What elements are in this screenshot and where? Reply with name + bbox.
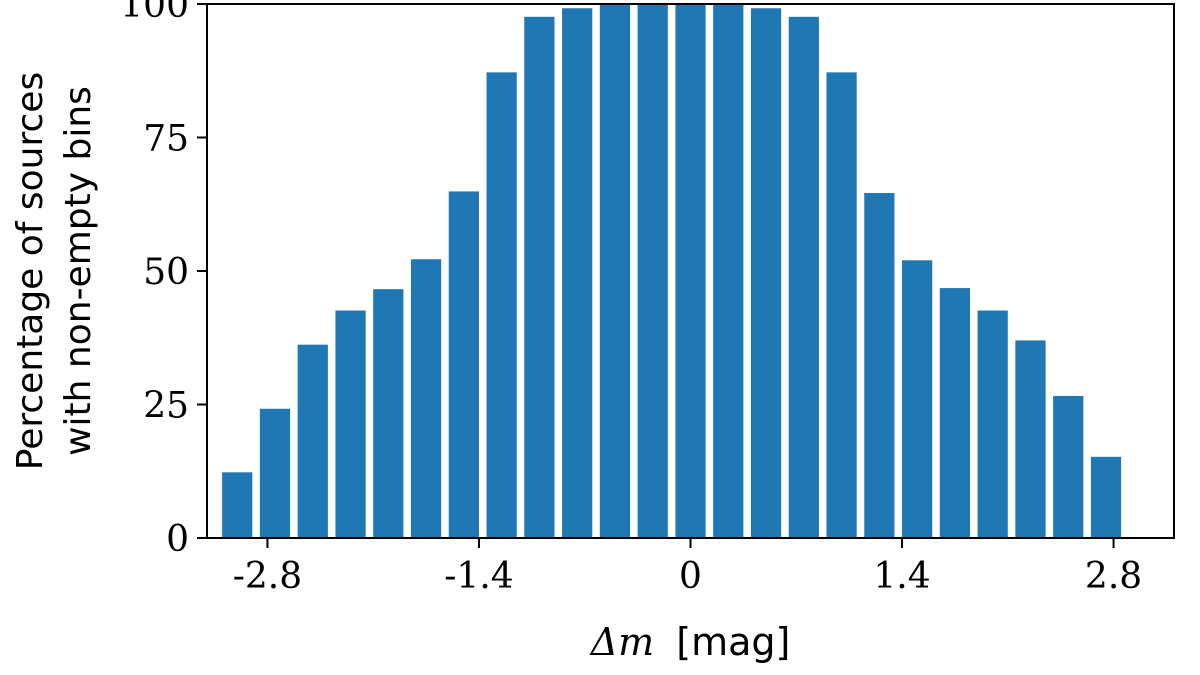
y-tick-label: 75 <box>143 119 189 160</box>
bar <box>259 408 291 538</box>
bar <box>902 260 933 538</box>
bar <box>599 4 631 539</box>
bar <box>1015 340 1046 538</box>
bar <box>222 472 253 538</box>
x-tick-label: 0 <box>679 556 702 597</box>
y-axis-title-line-1: Percentage of sources <box>10 72 51 470</box>
bar <box>297 344 328 538</box>
bar <box>750 8 782 539</box>
bar <box>410 259 442 538</box>
y-axis-ticks: 0 25 50 75 100 <box>120 0 207 560</box>
x-axis-title: Δm [mag] <box>589 620 791 664</box>
y-tick-label: 50 <box>143 252 189 293</box>
bar <box>637 4 668 538</box>
bar <box>335 310 366 538</box>
bar <box>939 288 971 538</box>
y-axis-title: Percentage of sources with non-empty bin… <box>10 72 99 470</box>
y-tick-label: 0 <box>166 519 189 560</box>
bar <box>486 72 517 539</box>
bars-group <box>222 4 1122 539</box>
bar <box>373 289 404 538</box>
x-axis-title-unit: [mag] <box>676 620 790 664</box>
x-tick-label: -2.8 <box>233 556 302 597</box>
x-tick-label: 2.8 <box>1085 556 1142 597</box>
bar <box>675 4 706 538</box>
bar <box>448 191 479 538</box>
bar <box>1090 456 1122 538</box>
y-tick-label: 25 <box>143 386 189 427</box>
bar <box>788 16 819 539</box>
bar <box>524 16 555 539</box>
bar <box>1053 395 1084 538</box>
bar <box>826 72 857 539</box>
x-tick-label: -1.4 <box>444 556 513 597</box>
bar <box>713 4 744 538</box>
bar <box>562 8 593 539</box>
x-axis-ticks: -2.8 -1.4 0 1.4 2.8 <box>233 538 1142 597</box>
bar <box>864 193 895 538</box>
y-tick-label: 100 <box>120 0 189 26</box>
x-tick-label: 1.4 <box>873 556 930 597</box>
x-axis-title-symbol: Δm <box>589 620 654 664</box>
y-axis-title-line-2: with non-empty bins <box>58 86 99 456</box>
bar <box>977 310 1008 538</box>
